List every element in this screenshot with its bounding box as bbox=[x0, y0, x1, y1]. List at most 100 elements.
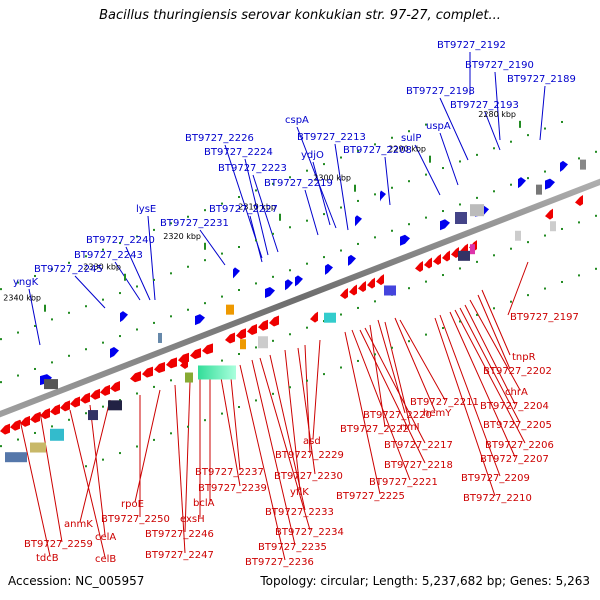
reverse-gene-label[interactable]: rpoE bbox=[121, 499, 144, 510]
reverse-gene-arrow[interactable] bbox=[451, 247, 459, 259]
feature-box[interactable] bbox=[158, 332, 162, 343]
reverse-gene-arrow[interactable] bbox=[142, 366, 153, 378]
reverse-gene-arrow[interactable] bbox=[70, 396, 80, 408]
reverse-gene-label[interactable]: BT9727_2204 bbox=[480, 401, 549, 412]
reverse-gene-arrow[interactable] bbox=[442, 250, 450, 262]
reverse-gene-arrow[interactable] bbox=[340, 288, 348, 300]
forward-gene-arrow[interactable] bbox=[195, 314, 205, 326]
reverse-gene-label[interactable]: anmK bbox=[64, 519, 93, 530]
feature-box[interactable] bbox=[5, 452, 27, 463]
reverse-gene-label[interactable]: asd bbox=[303, 436, 321, 447]
reverse-gene-label[interactable]: tnpR bbox=[512, 352, 536, 363]
feature-box[interactable] bbox=[44, 379, 58, 390]
forward-gene-label[interactable]: BT9727_2219 bbox=[264, 178, 333, 189]
reverse-gene-arrow[interactable] bbox=[349, 284, 357, 296]
reverse-gene-label[interactable]: BT9727_2221 bbox=[369, 477, 438, 488]
forward-gene-label[interactable]: BT9727_2245 bbox=[34, 264, 103, 275]
reverse-gene-label[interactable]: BT9727_2247 bbox=[145, 550, 214, 561]
feature-box[interactable] bbox=[324, 312, 336, 323]
reverse-gene-arrow[interactable] bbox=[40, 408, 50, 420]
reverse-gene-label[interactable]: tdcB bbox=[36, 553, 59, 564]
forward-gene-arrow[interactable] bbox=[325, 263, 333, 275]
reverse-gene-label[interactable]: hemY bbox=[423, 408, 452, 419]
reverse-gene-arrow[interactable] bbox=[247, 324, 257, 336]
reverse-gene-arrow[interactable] bbox=[50, 404, 60, 416]
feature-box[interactable] bbox=[455, 212, 467, 224]
reverse-gene-label[interactable]: BT9727_2205 bbox=[483, 420, 552, 431]
reverse-gene-arrow[interactable] bbox=[310, 311, 318, 323]
reverse-gene-arrow[interactable] bbox=[10, 419, 20, 431]
forward-gene-label[interactable]: BT9727_2231 bbox=[160, 218, 229, 229]
forward-gene-label[interactable]: BT9727_2198 bbox=[406, 86, 475, 97]
reverse-gene-arrow[interactable] bbox=[154, 362, 165, 374]
forward-gene-label[interactable]: BT9727_2192 bbox=[437, 40, 506, 51]
feature-box[interactable] bbox=[50, 428, 64, 441]
reverse-gene-arrow[interactable] bbox=[20, 415, 30, 427]
feature-box[interactable] bbox=[30, 442, 46, 453]
forward-gene-label[interactable]: BT9727_2190 bbox=[465, 60, 534, 71]
reverse-gene-label[interactable]: BT9727_2197 bbox=[510, 312, 579, 323]
reverse-gene-label[interactable]: BT9727_2230 bbox=[274, 471, 343, 482]
reverse-gene-label[interactable]: BT9727_2210 bbox=[463, 493, 532, 504]
reverse-gene-arrow[interactable] bbox=[180, 357, 188, 369]
forward-gene-arrow[interactable] bbox=[400, 234, 410, 246]
feature-box[interactable] bbox=[536, 184, 542, 195]
reverse-gene-arrow[interactable] bbox=[190, 348, 201, 360]
feature-box[interactable] bbox=[88, 410, 98, 421]
forward-gene-arrow[interactable] bbox=[295, 275, 303, 287]
reverse-gene-arrow[interactable] bbox=[130, 371, 141, 383]
reverse-gene-label[interactable]: BT9727_2229 bbox=[275, 450, 344, 461]
forward-gene-arrow[interactable] bbox=[110, 347, 119, 359]
forward-gene-arrow[interactable] bbox=[348, 254, 356, 266]
reverse-gene-arrow[interactable] bbox=[367, 277, 375, 289]
forward-gene-label[interactable]: yngK bbox=[13, 277, 39, 288]
reverse-gene-label[interactable]: BT9727_2246 bbox=[145, 529, 214, 540]
feature-box[interactable] bbox=[185, 372, 193, 383]
feature-box[interactable] bbox=[458, 250, 470, 261]
reverse-gene-label[interactable]: BT9727_2239 bbox=[198, 483, 267, 494]
reverse-gene-arrow[interactable] bbox=[80, 392, 90, 404]
reverse-gene-label[interactable]: BT9727_2209 bbox=[461, 473, 530, 484]
forward-gene-label[interactable]: BT9727_2224 bbox=[204, 147, 273, 158]
feature-box[interactable] bbox=[108, 400, 122, 411]
reverse-gene-arrow[interactable] bbox=[0, 423, 10, 435]
reverse-gene-label[interactable]: BT9727_2235 bbox=[258, 542, 327, 553]
reverse-gene-arrow[interactable] bbox=[545, 208, 553, 220]
reverse-gene-label[interactable]: BT9727_2207 bbox=[480, 454, 549, 465]
reverse-gene-label[interactable]: chrA bbox=[505, 387, 528, 398]
forward-gene-label[interactable]: ydjO bbox=[301, 150, 324, 161]
feature-box[interactable] bbox=[580, 159, 586, 170]
forward-gene-arrow[interactable] bbox=[560, 160, 568, 172]
forward-gene-arrow[interactable] bbox=[355, 215, 362, 227]
reverse-gene-arrow[interactable] bbox=[60, 400, 70, 412]
forward-gene-label[interactable]: BT9727_2208 bbox=[343, 145, 412, 156]
reverse-gene-arrow[interactable] bbox=[424, 257, 432, 269]
reverse-gene-label[interactable]: celB bbox=[95, 554, 116, 565]
forward-gene-label[interactable]: uspA bbox=[426, 121, 451, 132]
reverse-gene-label[interactable]: BT9727_2236 bbox=[245, 557, 314, 568]
reverse-gene-label[interactable]: rimI bbox=[400, 422, 420, 433]
reverse-gene-label[interactable]: BT9727_2222 bbox=[340, 424, 409, 435]
forward-gene-label[interactable]: BT9727_2193 bbox=[450, 100, 519, 111]
feature-box[interactable] bbox=[198, 365, 236, 380]
reverse-gene-label[interactable]: BT9727_2220 bbox=[363, 410, 432, 421]
reverse-gene-label[interactable]: celA bbox=[95, 532, 116, 543]
forward-gene-label[interactable]: BT9727_2189 bbox=[507, 74, 576, 85]
forward-gene-label[interactable]: sulP bbox=[401, 133, 421, 144]
reverse-gene-label[interactable]: BT9727_2202 bbox=[483, 366, 552, 377]
reverse-gene-label[interactable]: BT9727_2259 bbox=[24, 539, 93, 550]
feature-box[interactable] bbox=[515, 230, 521, 241]
forward-gene-arrow[interactable] bbox=[120, 311, 128, 323]
forward-gene-label[interactable]: BT9727_2226 bbox=[185, 133, 254, 144]
forward-gene-label[interactable]: BT9727_2243 bbox=[74, 250, 143, 261]
reverse-gene-label[interactable]: BT9727_2217 bbox=[384, 440, 453, 451]
reverse-gene-arrow[interactable] bbox=[90, 388, 100, 400]
reverse-gene-arrow[interactable] bbox=[376, 274, 384, 286]
reverse-gene-label[interactable]: BT9727_2206 bbox=[485, 440, 554, 451]
reverse-gene-label[interactable]: yflK bbox=[290, 487, 309, 498]
reverse-gene-arrow[interactable] bbox=[269, 315, 279, 327]
feature-box[interactable] bbox=[226, 304, 234, 315]
reverse-gene-arrow[interactable] bbox=[433, 254, 441, 266]
forward-gene-label[interactable]: BT9727_2213 bbox=[297, 132, 366, 143]
forward-gene-arrow[interactable] bbox=[233, 267, 240, 279]
